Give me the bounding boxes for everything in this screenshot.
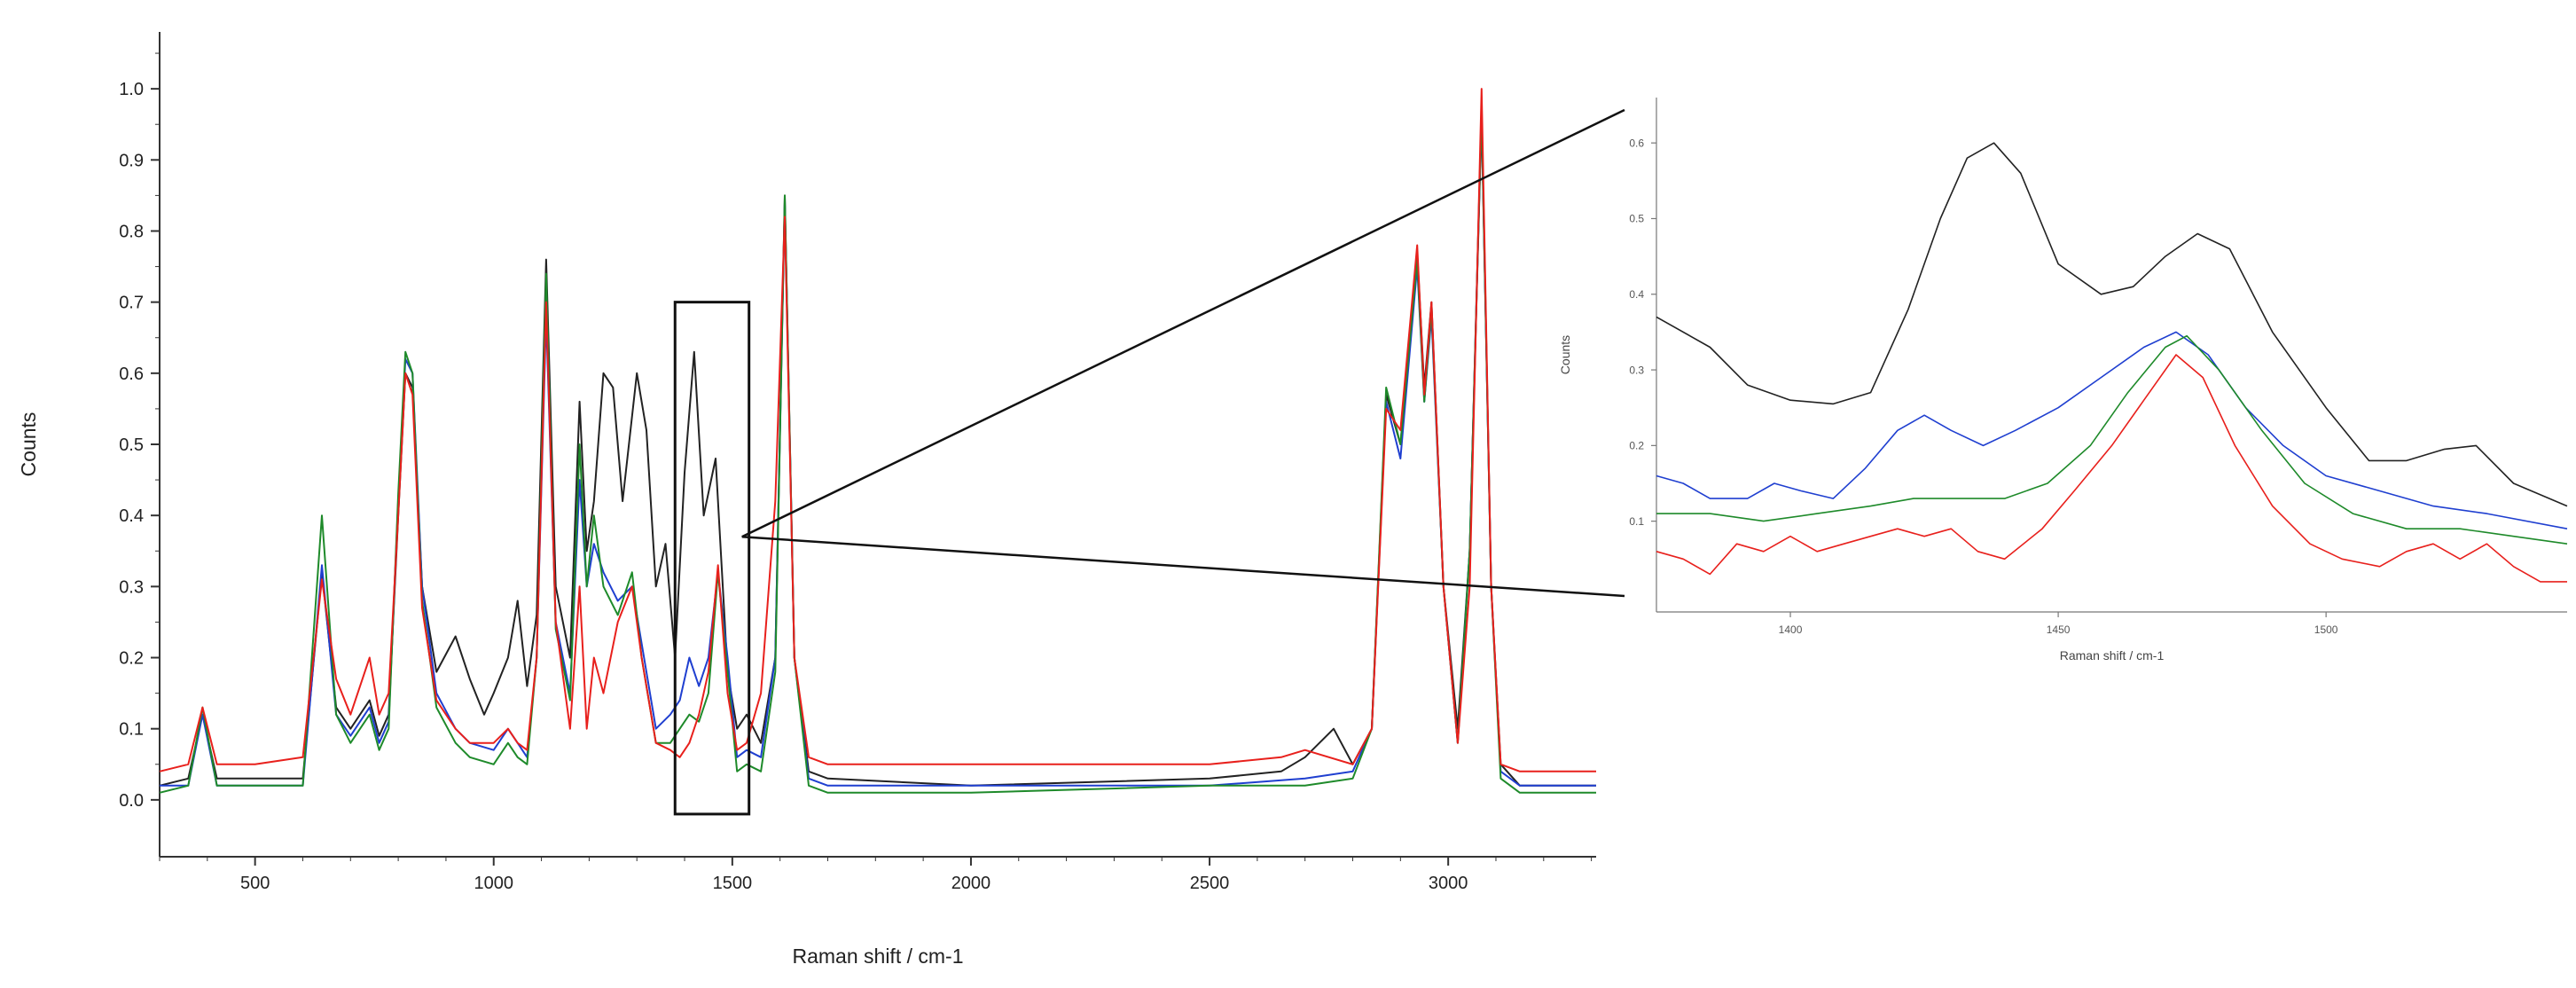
x-tick-label: 3000 — [1429, 874, 1468, 893]
x-tick-label: 1450 — [2047, 623, 2071, 636]
x-tick-label: 1500 — [713, 874, 753, 893]
zoom-connector — [741, 108, 1625, 598]
series-line — [1656, 354, 2567, 583]
y-axis-title: Counts — [17, 412, 40, 477]
x-axis-title: Raman shift / cm-1 — [2060, 648, 2165, 663]
y-tick-label: 1.0 — [119, 80, 144, 99]
series-line — [159, 88, 1596, 772]
y-tick-label: 0.6 — [1629, 137, 1644, 149]
y-tick-label: 0.9 — [119, 151, 144, 170]
y-tick-label: 0.7 — [119, 294, 144, 313]
x-axis-title: Raman shift / cm-1 — [793, 945, 964, 968]
y-tick-label: 0.5 — [1629, 213, 1644, 225]
series-line — [1656, 331, 2568, 529]
x-tick-label: 1500 — [2314, 623, 2338, 636]
inset-chart: 0.1 0.2 0.3 0.4 0.5 0.6 1400 1450 1500 Raman shif… — [1558, 98, 2568, 663]
y-tick-label: 0.5 — [119, 435, 144, 455]
series-line — [1656, 142, 2568, 507]
y-tick-label: 0.3 — [1629, 364, 1644, 376]
x-tick-label: 500 — [240, 874, 270, 893]
y-tick-label: 0.2 — [119, 649, 144, 669]
y-tick-label: 0.6 — [119, 365, 144, 384]
connector-line-top — [741, 108, 1625, 538]
x-tick-label: 2500 — [1190, 874, 1230, 893]
y-tick-label: 0.2 — [1629, 440, 1644, 452]
y-axis-title: Counts — [1558, 335, 1572, 374]
y-tick-label: 0.4 — [1629, 288, 1644, 301]
y-tick-label: 0.4 — [119, 506, 144, 526]
x-tick-label: 2000 — [951, 874, 991, 893]
connector-line-bottom — [741, 535, 1625, 598]
y-tick-label: 0.8 — [119, 222, 144, 241]
y-tick-label: 0.1 — [1629, 515, 1644, 528]
series-line — [160, 109, 1596, 787]
x-tick-label: 1000 — [474, 874, 513, 893]
y-tick-label: 0.0 — [119, 791, 144, 811]
y-tick-label: 0.3 — [119, 577, 144, 597]
zoom-box — [673, 301, 751, 816]
series-line — [1656, 334, 2568, 545]
y-tick-label: 0.1 — [119, 720, 144, 740]
x-tick-label: 1400 — [1779, 623, 1803, 636]
main-chart: 0.0 0.1 0.2 0.3 0.4 0.5 0.6 0.7 0.8 0.9 1.0 500 1000… — [17, 32, 1596, 968]
